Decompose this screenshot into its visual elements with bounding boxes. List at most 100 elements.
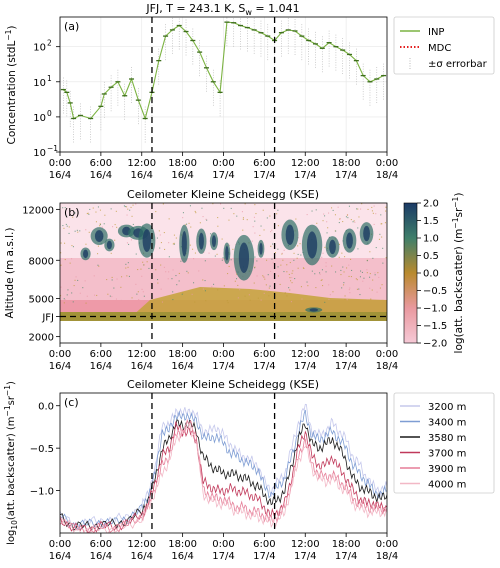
backscatter-speckle xyxy=(300,254,302,256)
backscatter-speckle xyxy=(257,297,259,299)
backscatter-speckle xyxy=(63,302,65,304)
backscatter-speckle xyxy=(72,216,74,218)
backscatter-speckle xyxy=(94,294,96,296)
backscatter-speckle xyxy=(335,230,337,232)
panel-c: Ceilometer Kleine Scheidegg (KSE) 0.0 −0.… xyxy=(3,378,495,562)
backscatter-speckle xyxy=(291,272,293,274)
backscatter-speckle xyxy=(355,278,357,280)
panel-a-grid xyxy=(59,17,388,153)
backscatter-speckle xyxy=(67,289,69,291)
x-tick-label-time: 6:00 xyxy=(253,349,275,360)
backscatter-speckle xyxy=(242,229,244,231)
backscatter-speckle xyxy=(346,299,348,301)
panel-b-title: Ceilometer Kleine Scheidegg (KSE) xyxy=(127,188,319,201)
backscatter-speckle xyxy=(326,232,328,234)
backscatter-speckle xyxy=(171,278,173,280)
backscatter-speckle xyxy=(359,294,361,296)
backscatter-speckle xyxy=(64,242,66,244)
backscatter-speckle xyxy=(236,278,238,280)
colorbar xyxy=(403,202,418,344)
backscatter-speckle xyxy=(380,223,382,225)
backscatter-speckle xyxy=(131,215,133,217)
backscatter-speckle xyxy=(213,283,215,285)
backscatter-speckle xyxy=(372,212,374,214)
backscatter-speckle xyxy=(189,244,191,246)
backscatter-speckle xyxy=(182,217,184,219)
backscatter-speckle xyxy=(237,297,239,299)
backscatter-speckle xyxy=(233,213,235,215)
backscatter-speckle xyxy=(375,247,377,249)
backscatter-speckle xyxy=(376,291,378,293)
backscatter-speckle xyxy=(220,203,222,205)
backscatter-speckle xyxy=(284,292,286,294)
backscatter-speckle xyxy=(73,285,75,287)
x-tick-label-time: 18:00 xyxy=(168,158,197,169)
backscatter-speckle xyxy=(255,213,257,215)
backscatter-speckle xyxy=(342,266,344,268)
backscatter-speckle xyxy=(97,264,99,266)
backscatter-speckle xyxy=(289,277,291,279)
series-line-3580-m xyxy=(60,419,387,532)
backscatter-speckle xyxy=(63,301,65,303)
backscatter-speckle xyxy=(328,284,330,286)
backscatter-speckle xyxy=(241,211,243,213)
backscatter-speckle xyxy=(164,248,166,250)
backscatter-speckle xyxy=(362,280,364,282)
backscatter-speckle xyxy=(315,287,317,289)
backscatter-speckle xyxy=(127,262,129,264)
backscatter-speckle xyxy=(266,259,268,261)
backscatter-speckle xyxy=(104,214,106,216)
backscatter-speckle xyxy=(198,270,200,272)
backscatter-speckle xyxy=(217,217,219,219)
backscatter-speckle xyxy=(74,212,76,214)
x-tick-label-date: 17/4 xyxy=(294,170,316,181)
backscatter-speckle xyxy=(366,269,368,271)
panel-a-ylabel: Concentration (stdL−1) xyxy=(4,26,18,145)
backscatter-speckle xyxy=(126,206,128,208)
backscatter-speckle xyxy=(141,275,143,277)
backscatter-speckle xyxy=(244,295,246,297)
backscatter-speckle xyxy=(60,264,62,266)
backscatter-speckle xyxy=(381,284,383,286)
backscatter-speckle xyxy=(324,246,326,248)
backscatter-speckle xyxy=(165,271,167,273)
colorbar-tick-label: 0.5 xyxy=(423,251,439,262)
backscatter-speckle xyxy=(369,251,371,253)
x-tick-label-time: 12:00 xyxy=(291,158,320,169)
backscatter-speckle xyxy=(361,271,363,273)
backscatter-speckle xyxy=(351,269,353,271)
backscatter-speckle xyxy=(205,300,207,302)
x-tick-label-time: 0:00 xyxy=(212,158,234,169)
x-tick-label-time: 12:00 xyxy=(127,349,156,360)
cloud-core xyxy=(181,231,187,257)
backscatter-speckle xyxy=(228,219,230,221)
colorbar-ticks: 2.0 1.5 1.0 0.5 0.0 −0.5 −1.0 −1.5 −2.0 xyxy=(417,199,447,350)
backscatter-speckle xyxy=(372,257,374,259)
backscatter-speckle xyxy=(210,233,212,235)
backscatter-speckle xyxy=(314,273,316,275)
backscatter-speckle xyxy=(242,218,244,220)
backscatter-speckle xyxy=(142,261,144,263)
panel-c-xticks: 0:0016/46:0016/412:0016/418:0016/40:0017… xyxy=(49,533,398,562)
legend-label: 3400 m xyxy=(428,418,466,429)
backscatter-speckle xyxy=(227,302,229,304)
panel-a: JFJ, T = 243.1 K, Sw = 1.041 10 −110 010 11… xyxy=(4,2,495,181)
backscatter-speckle xyxy=(379,287,381,289)
backscatter-speckle xyxy=(236,215,238,217)
backscatter-speckle xyxy=(217,225,219,227)
backscatter-speckle xyxy=(320,279,322,281)
backscatter-speckle xyxy=(357,248,359,250)
backscatter-speckle xyxy=(371,289,373,291)
backscatter-speckle xyxy=(229,244,231,246)
backscatter-speckle xyxy=(269,215,271,217)
backscatter-speckle xyxy=(155,211,157,213)
panel-b-heatmap xyxy=(60,203,387,343)
backscatter-speckle xyxy=(175,275,177,277)
backscatter-speckle xyxy=(277,266,279,268)
backscatter-speckle xyxy=(357,208,359,210)
x-tick-label-date: 18/4 xyxy=(376,361,398,372)
cloud-core xyxy=(285,224,295,245)
x-tick-label-date: 16/4 xyxy=(90,361,112,372)
backscatter-speckle xyxy=(190,226,192,228)
backscatter-speckle xyxy=(103,223,105,225)
